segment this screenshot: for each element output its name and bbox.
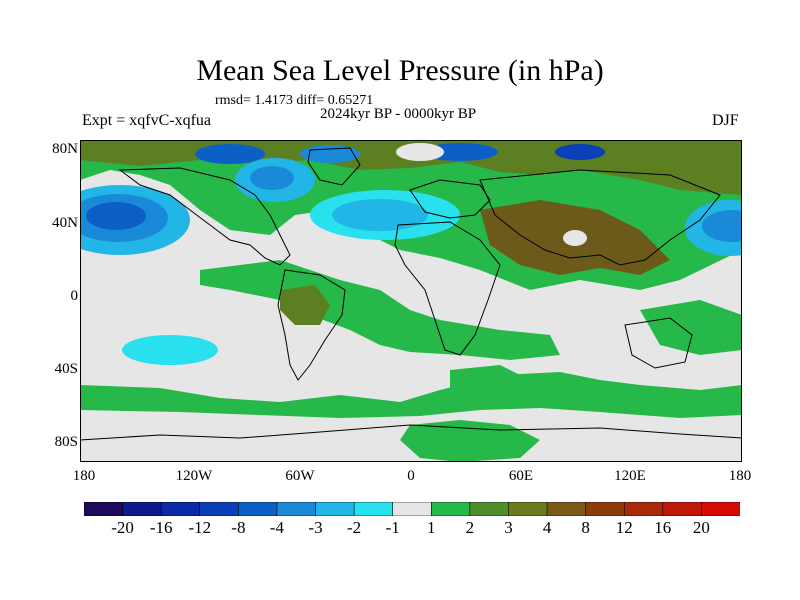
north-pacific-low-east-inner xyxy=(702,210,742,242)
north-america-outline xyxy=(118,167,291,266)
x-tick-0: 0 xyxy=(407,468,415,484)
south-atlantic-green xyxy=(80,372,742,418)
colorbar-label: -4 xyxy=(269,518,284,537)
greenland-outline xyxy=(307,147,361,186)
y-tick-80n: 80N xyxy=(52,141,78,157)
coastlines xyxy=(80,147,742,441)
colorbar-label: 16 xyxy=(654,518,672,537)
colorbar-segment-1 xyxy=(122,502,162,516)
x-tick-180e: 180 xyxy=(728,468,752,484)
colorbar-segment-14 xyxy=(623,502,664,516)
colorbar xyxy=(84,502,740,516)
tropical-green-belt xyxy=(200,260,560,360)
season-label: DJF xyxy=(712,112,739,129)
y-tick-80s: 80S xyxy=(54,434,78,450)
colorbar-segment-16 xyxy=(701,502,740,516)
y-tick-40s: 40S xyxy=(54,361,78,377)
colorbar-label: 1 xyxy=(427,518,436,537)
colorbar-segment-2 xyxy=(160,502,201,516)
antarctica-outline xyxy=(80,424,742,441)
arctic-low-b xyxy=(422,143,498,161)
colorbar-segment-13 xyxy=(585,502,626,516)
colorbar-segment-6 xyxy=(315,502,355,516)
colorbar-segment-8 xyxy=(392,502,433,516)
colorbar-label: 3 xyxy=(504,518,513,537)
rmsd-diff-stats: rmsd= 1.4173 diff= 0.65271 xyxy=(215,93,374,108)
x-tick-60w: 60W xyxy=(285,468,315,484)
north-atlantic-low-inner xyxy=(332,199,428,231)
colorbar-segment-4 xyxy=(238,502,278,516)
asia-outline xyxy=(479,169,721,266)
colorbar-label: 8 xyxy=(581,518,590,537)
colorbar-label: -20 xyxy=(111,518,134,537)
arctic-low-c xyxy=(555,144,605,160)
africa-outline xyxy=(394,221,501,356)
colorbar-label: -1 xyxy=(385,518,400,537)
x-tick-120e: 120E xyxy=(614,468,646,484)
colorbar-label: -8 xyxy=(231,518,246,537)
experiment-label: Expt = xqfvC-xqfua xyxy=(82,112,211,129)
colorbar-label: 2 xyxy=(465,518,475,537)
neutral-patch-arctic xyxy=(396,143,444,161)
neutral-patch-tibet xyxy=(563,230,587,246)
colorbar-label: 20 xyxy=(692,518,710,537)
colorbar-label: -3 xyxy=(308,518,323,537)
europe-outline xyxy=(409,179,491,219)
colorbar-label: 12 xyxy=(615,518,633,537)
map-frame xyxy=(80,140,742,462)
south-america-outline xyxy=(277,269,346,381)
map-title: Mean Sea Level Pressure (in hPa) xyxy=(196,54,604,87)
x-tick-120w: 120W xyxy=(175,468,213,484)
colorbar-segment-0 xyxy=(84,502,124,516)
colorbar-segment-9 xyxy=(430,502,471,516)
colorbar-label: 4 xyxy=(542,518,552,537)
arctic-low-a xyxy=(195,144,265,164)
pressure-anomaly-map xyxy=(80,140,742,462)
time-period-label: 2024kyr BP - 0000kyr BP xyxy=(320,106,477,122)
colorbar-label: -2 xyxy=(347,518,362,537)
south-pacific-low xyxy=(122,335,218,365)
colorbar-segment-7 xyxy=(353,502,394,516)
y-tick-0: 0 xyxy=(70,288,79,304)
south-america-olive xyxy=(280,285,330,325)
x-tick-180w: 180 xyxy=(72,468,96,484)
colorbar-segment-12 xyxy=(546,502,587,516)
colorbar-segment-11 xyxy=(508,502,548,516)
colorbar-segment-15 xyxy=(662,502,703,516)
north-pacific-low-inner xyxy=(86,202,146,230)
antarctic-green xyxy=(400,420,540,462)
colorbar-label: -16 xyxy=(149,518,173,537)
south-pacific-green xyxy=(640,300,742,355)
colorbar-segment-10 xyxy=(469,502,510,516)
australia-outline xyxy=(624,317,693,369)
colorbar-segment-3 xyxy=(199,502,240,516)
colorbar-label: -12 xyxy=(188,518,212,537)
colorbar-segment-5 xyxy=(276,502,317,516)
greenland-low-inner xyxy=(250,166,294,190)
x-tick-60e: 60E xyxy=(508,468,534,484)
indian-ocean-green xyxy=(450,365,530,398)
y-tick-40n: 40N xyxy=(52,215,78,231)
